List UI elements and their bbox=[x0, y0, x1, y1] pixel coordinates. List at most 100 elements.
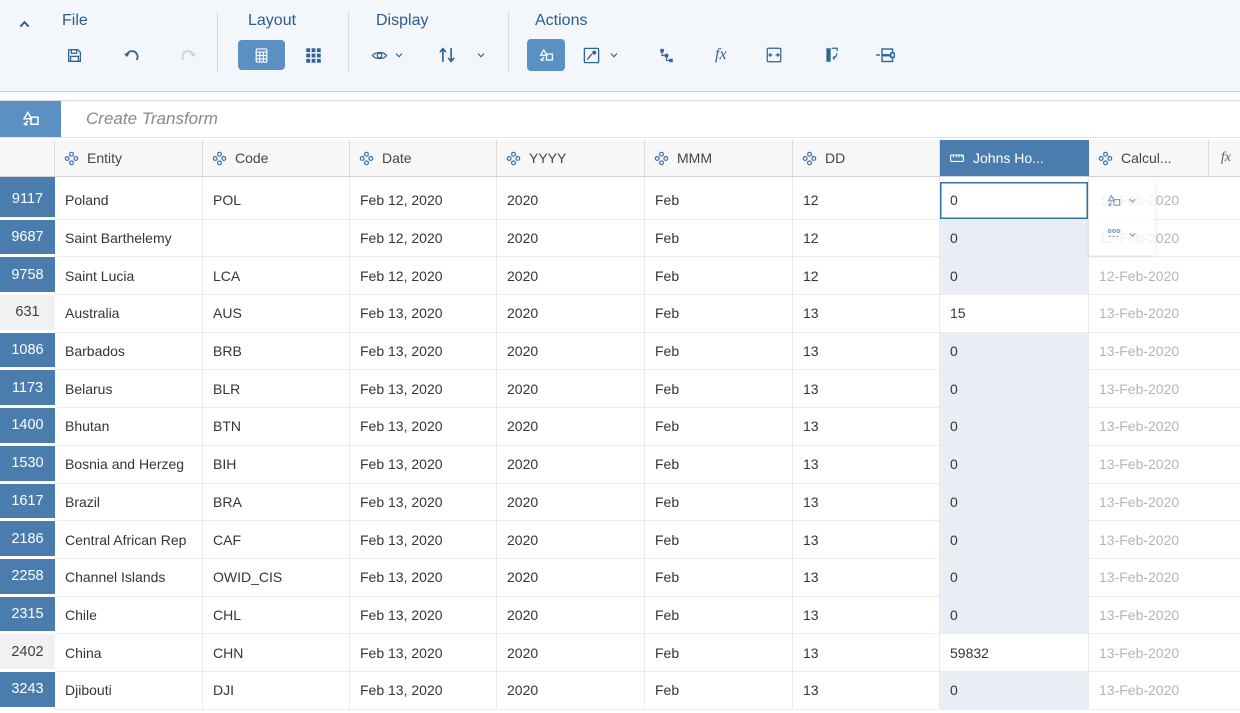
undo-icon[interactable] bbox=[123, 47, 140, 64]
entity-cell[interactable]: China bbox=[55, 634, 203, 672]
mmm-cell[interactable]: Feb bbox=[645, 408, 793, 446]
chart-geo-icon[interactable] bbox=[582, 46, 601, 65]
johns-hopkins-cell[interactable]: 0 bbox=[940, 219, 1089, 258]
mmm-cell[interactable]: Feb bbox=[645, 671, 793, 710]
yyyy-cell[interactable]: 2020 bbox=[497, 634, 645, 672]
column-header-code[interactable]: Code bbox=[203, 140, 350, 176]
create-transform-input[interactable]: Create Transform bbox=[86, 109, 218, 128]
quick-options-button[interactable] bbox=[1089, 219, 1155, 249]
mmm-cell[interactable]: Feb bbox=[645, 219, 793, 258]
date-cell[interactable]: Feb 13, 2020 bbox=[350, 370, 497, 409]
row-number-cell[interactable]: 2186 bbox=[0, 521, 55, 559]
entity-cell[interactable]: Poland bbox=[55, 182, 203, 220]
calculated-cell[interactable]: 13-Feb-2020 bbox=[1089, 408, 1240, 446]
calculated-cell[interactable]: 13-Feb-2020 bbox=[1089, 596, 1240, 635]
dd-cell[interactable]: 13 bbox=[793, 445, 940, 484]
yyyy-cell[interactable]: 2020 bbox=[497, 219, 645, 258]
date-cell[interactable]: Feb 12, 2020 bbox=[350, 219, 497, 258]
mmm-cell[interactable]: Feb bbox=[645, 596, 793, 635]
row-number-cell[interactable]: 9758 bbox=[0, 257, 55, 296]
mmm-cell[interactable]: Feb bbox=[645, 257, 793, 296]
row-number-cell[interactable]: 1086 bbox=[0, 332, 55, 371]
code-cell[interactable]: CAF bbox=[203, 521, 350, 559]
chevron-down-icon[interactable] bbox=[393, 49, 405, 61]
yyyy-cell[interactable]: 2020 bbox=[497, 671, 645, 710]
entity-cell[interactable]: Brazil bbox=[55, 483, 203, 522]
date-cell[interactable]: Feb 13, 2020 bbox=[350, 483, 497, 522]
dd-cell[interactable]: 13 bbox=[793, 634, 940, 672]
yyyy-cell[interactable]: 2020 bbox=[497, 182, 645, 220]
collapse-toolbar-button[interactable] bbox=[16, 16, 38, 33]
johns-hopkins-cell[interactable]: 0 bbox=[940, 370, 1089, 409]
chevron-down-icon[interactable] bbox=[608, 49, 620, 61]
row-number-cell[interactable]: 2402 bbox=[0, 634, 55, 672]
entity-cell[interactable]: Chile bbox=[55, 596, 203, 635]
johns-hopkins-cell[interactable]: 0 bbox=[940, 182, 1089, 220]
calculated-cell[interactable]: 13-Feb-2020 bbox=[1089, 671, 1240, 710]
entity-cell[interactable]: Belarus bbox=[55, 370, 203, 409]
mmm-cell[interactable]: Feb bbox=[645, 558, 793, 597]
code-cell[interactable]: BTN bbox=[203, 408, 350, 446]
dd-cell[interactable]: 13 bbox=[793, 671, 940, 710]
row-number-cell[interactable]: 9117 bbox=[0, 182, 55, 220]
code-cell[interactable]: CHL bbox=[203, 596, 350, 635]
eye-icon[interactable] bbox=[371, 47, 388, 64]
calculated-cell[interactable]: 13-Feb-2020 bbox=[1089, 370, 1240, 409]
code-cell[interactable]: AUS bbox=[203, 295, 350, 333]
entity-cell[interactable]: Channel Islands bbox=[55, 558, 203, 597]
calculated-cell[interactable]: 13-Feb-2020 bbox=[1089, 332, 1240, 371]
column-header-johns-hopkins[interactable]: Johns Ho... bbox=[940, 140, 1089, 176]
code-cell[interactable]: BIH bbox=[203, 445, 350, 484]
date-cell[interactable]: Feb 13, 2020 bbox=[350, 332, 497, 371]
mmm-cell[interactable]: Feb bbox=[645, 295, 793, 333]
row-number-cell[interactable]: 3243 bbox=[0, 671, 55, 710]
calculated-cell[interactable]: 13-Feb-2020 bbox=[1089, 521, 1240, 559]
date-cell[interactable]: Feb 13, 2020 bbox=[350, 558, 497, 597]
code-cell[interactable]: BRB bbox=[203, 332, 350, 371]
quick-transform-button[interactable] bbox=[1089, 186, 1155, 216]
calculated-cell[interactable]: 13-Feb-2020 bbox=[1089, 295, 1240, 333]
row-number-cell[interactable]: 2315 bbox=[0, 596, 55, 635]
yyyy-cell[interactable]: 2020 bbox=[497, 295, 645, 333]
calculated-cell[interactable]: 13-Feb-2020 bbox=[1089, 634, 1240, 672]
date-cell[interactable]: Feb 12, 2020 bbox=[350, 182, 497, 220]
code-cell[interactable]: BLR bbox=[203, 370, 350, 409]
date-cell[interactable]: Feb 13, 2020 bbox=[350, 295, 497, 333]
code-cell[interactable]: CHN bbox=[203, 634, 350, 672]
calculated-cell[interactable]: 13-Feb-2020 bbox=[1089, 483, 1240, 522]
johns-hopkins-cell[interactable]: 0 bbox=[940, 257, 1089, 296]
code-cell[interactable]: DJI bbox=[203, 671, 350, 710]
grid-view-icon[interactable] bbox=[305, 47, 322, 64]
yyyy-cell[interactable]: 2020 bbox=[497, 408, 645, 446]
johns-hopkins-cell[interactable]: 0 bbox=[940, 596, 1089, 635]
date-cell[interactable]: Feb 13, 2020 bbox=[350, 634, 497, 672]
create-transform-button[interactable] bbox=[527, 39, 565, 71]
code-cell[interactable]: BRA bbox=[203, 483, 350, 522]
entity-cell[interactable]: Barbados bbox=[55, 332, 203, 371]
entity-cell[interactable]: Saint Lucia bbox=[55, 257, 203, 296]
row-number-cell[interactable]: 1530 bbox=[0, 445, 55, 484]
date-cell[interactable]: Feb 13, 2020 bbox=[350, 596, 497, 635]
column-header-entity[interactable]: Entity bbox=[55, 140, 203, 176]
delete-rows-icon[interactable] bbox=[875, 45, 895, 65]
code-cell[interactable]: LCA bbox=[203, 257, 350, 296]
column-header-calculated[interactable]: Calcul... fx bbox=[1089, 140, 1240, 176]
entity-cell[interactable]: Central African Rep bbox=[55, 521, 203, 559]
row-number-cell[interactable]: 631 bbox=[0, 295, 55, 333]
johns-hopkins-cell[interactable]: 15 bbox=[940, 295, 1089, 333]
mmm-cell[interactable]: Feb bbox=[645, 521, 793, 559]
code-cell[interactable]: POL bbox=[203, 182, 350, 220]
johns-hopkins-cell[interactable]: 0 bbox=[940, 483, 1089, 522]
yyyy-cell[interactable]: 2020 bbox=[497, 558, 645, 597]
mmm-cell[interactable]: Feb bbox=[645, 483, 793, 522]
yyyy-cell[interactable]: 2020 bbox=[497, 332, 645, 371]
johns-hopkins-cell[interactable]: 59832 bbox=[940, 634, 1089, 672]
formula-icon[interactable]: fx bbox=[1207, 140, 1231, 176]
date-cell[interactable]: Feb 13, 2020 bbox=[350, 445, 497, 484]
chevron-down-icon[interactable] bbox=[475, 49, 487, 61]
row-number-cell[interactable]: 2258 bbox=[0, 558, 55, 597]
johns-hopkins-cell[interactable]: 0 bbox=[940, 445, 1089, 484]
yyyy-cell[interactable]: 2020 bbox=[497, 370, 645, 409]
entity-cell[interactable]: Saint Barthelemy bbox=[55, 219, 203, 258]
yyyy-cell[interactable]: 2020 bbox=[497, 483, 645, 522]
